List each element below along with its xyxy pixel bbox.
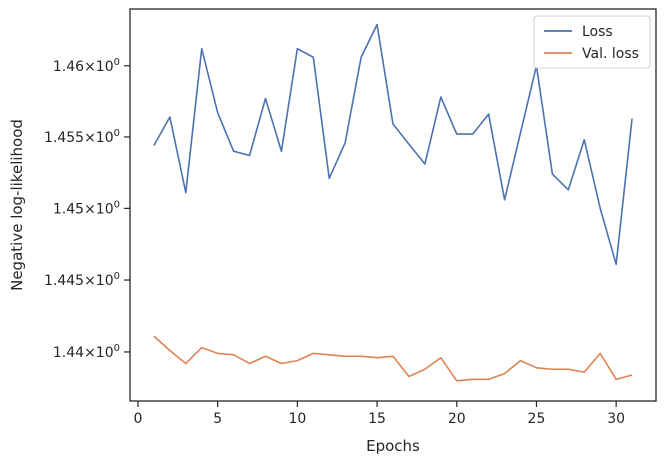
y-tick-base: 10	[96, 59, 114, 75]
y-tick-exponent: 0	[114, 271, 120, 282]
legend: Loss Val. loss	[533, 15, 651, 69]
y-axis-label: Negative log-likelihood	[8, 119, 26, 291]
y-tick-mantissa: 1.445	[44, 273, 84, 289]
y-tick-base: 10	[96, 130, 114, 146]
y-tick-exponent: 0	[114, 57, 120, 68]
y-tick-exponent: 0	[114, 343, 120, 354]
x-tick-label: 10	[288, 411, 306, 427]
x-axis: 0 5 10 15 20 25 30	[134, 401, 625, 427]
x-tick-label: 20	[448, 411, 466, 427]
y-tick-base: 10	[96, 201, 114, 217]
x-tick-label: 25	[528, 411, 546, 427]
plot-frame	[129, 8, 657, 402]
y-tick-label: 1.455×100	[44, 128, 120, 146]
x-tick-label: 15	[368, 411, 386, 427]
x-tick-label: 30	[607, 411, 625, 427]
y-tick-base: 10	[96, 345, 114, 361]
y-tick-label: 1.46×100	[53, 57, 120, 75]
y-tick-mantissa: 1.44	[53, 345, 84, 361]
x-tick-label: 0	[134, 411, 143, 427]
y-axis: 1.44×100 1.445×100 1.45×100 1.455×100 1.46×1…	[44, 57, 130, 361]
y-tick-label: 1.445×100	[44, 271, 120, 289]
series-line-val-loss	[153, 335, 633, 382]
y-tick-exponent: 0	[114, 199, 120, 210]
legend-label: Loss	[582, 24, 613, 40]
y-tick-mantissa: 1.46	[53, 59, 84, 75]
y-tick-mantissa: 1.45	[53, 201, 84, 217]
x-tick-label: 5	[213, 411, 222, 427]
y-tick-base: 10	[96, 273, 114, 289]
y-tick-label: 1.45×100	[53, 199, 120, 217]
y-tick-exponent: 0	[114, 128, 120, 139]
series-layer	[153, 23, 633, 382]
x-axis-label: Epochs	[366, 437, 420, 455]
y-tick-label: 1.44×100	[53, 343, 120, 361]
legend-label: Val. loss	[582, 46, 639, 62]
y-tick-mantissa: 1.455	[44, 130, 84, 146]
legend-box	[533, 15, 651, 69]
series-line-loss	[153, 23, 633, 266]
